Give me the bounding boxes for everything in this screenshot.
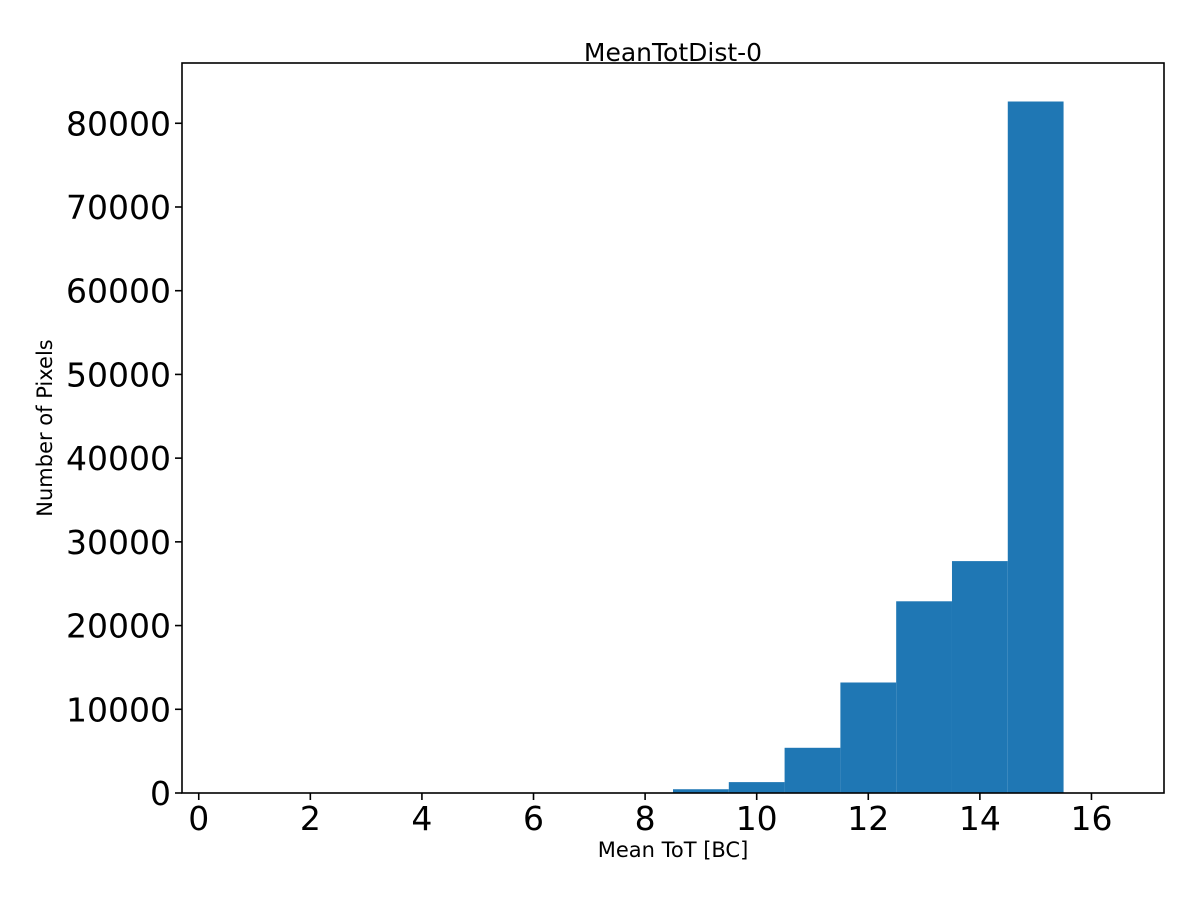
x-tick-label: 8 <box>635 799 656 838</box>
histogram-bar <box>951 561 1008 793</box>
x-tick-label: 0 <box>188 799 209 838</box>
axes-frame <box>181 62 1165 794</box>
histogram-bar <box>840 682 897 793</box>
y-tick-label: 40000 <box>66 439 171 478</box>
x-axis-label: Mean ToT [BC] <box>598 838 749 862</box>
y-tick-label: 60000 <box>66 272 171 311</box>
x-tick-label: 12 <box>847 799 889 838</box>
y-tick-label: 70000 <box>66 188 171 227</box>
y-tick-label: 50000 <box>66 355 171 394</box>
histogram-bar <box>1007 101 1064 794</box>
histogram-bar <box>784 747 841 793</box>
x-tick-label: 10 <box>736 799 778 838</box>
y-tick-label: 80000 <box>66 104 171 143</box>
y-tick-label: 0 <box>150 774 171 813</box>
axes: 0 2 4 6 8 10 12 14 16 0 10000 20000 30000 40000 50000 6… <box>66 62 1165 838</box>
y-tick-label: 30000 <box>66 523 171 562</box>
x-tick-label: 16 <box>1070 799 1112 838</box>
x-tick-label: 4 <box>411 799 432 838</box>
y-tick-label: 20000 <box>66 607 171 646</box>
y-tick-label: 10000 <box>66 690 171 729</box>
x-tick-label: 14 <box>959 799 1001 838</box>
histogram-bar <box>728 782 785 793</box>
histogram-bars <box>673 101 1064 794</box>
x-tick-label: 6 <box>523 799 544 838</box>
histogram-bar <box>896 601 952 793</box>
histogram-bar <box>673 789 729 793</box>
y-axis-label: Number of Pixels <box>33 339 57 516</box>
chart-title: MeanTotDist-0 <box>584 38 762 67</box>
x-tick-label: 2 <box>300 799 321 838</box>
